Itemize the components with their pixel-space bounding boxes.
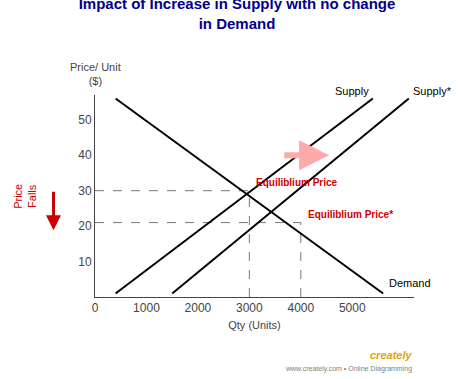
svg-text:3000: 3000 <box>236 301 263 315</box>
svg-text:Impact of Increase in Supply w: Impact of Increase in Supply with no cha… <box>79 0 396 32</box>
svg-text:20: 20 <box>78 219 92 233</box>
svg-text:2000: 2000 <box>185 301 212 315</box>
svg-text:10: 10 <box>78 255 92 269</box>
svg-text:Qty (Units): Qty (Units) <box>228 319 281 331</box>
svg-text:Equiliblium Price*: Equiliblium Price* <box>308 209 393 220</box>
svg-text:30: 30 <box>78 184 92 198</box>
svg-text:4000: 4000 <box>287 301 314 315</box>
svg-text:50: 50 <box>78 113 92 127</box>
svg-text:Price/ Unit($): Price/ Unit($) <box>70 61 121 87</box>
svg-text:0: 0 <box>92 301 99 315</box>
svg-text:40: 40 <box>78 148 92 162</box>
svg-text:5000: 5000 <box>339 301 366 315</box>
svg-text:Supply: Supply <box>335 85 369 97</box>
svg-text:Supply*: Supply* <box>413 85 452 97</box>
svg-text:PriceFalls: PriceFalls <box>12 184 38 209</box>
svg-text:Equiliblium Price: Equiliblium Price <box>256 177 338 188</box>
svg-text:creately: creately <box>370 349 412 361</box>
svg-text:Demand: Demand <box>389 277 431 289</box>
svg-text:1000: 1000 <box>133 301 160 315</box>
svg-text:www.creately.com • Online Diag: www.creately.com • Online Diagramming <box>285 365 412 373</box>
